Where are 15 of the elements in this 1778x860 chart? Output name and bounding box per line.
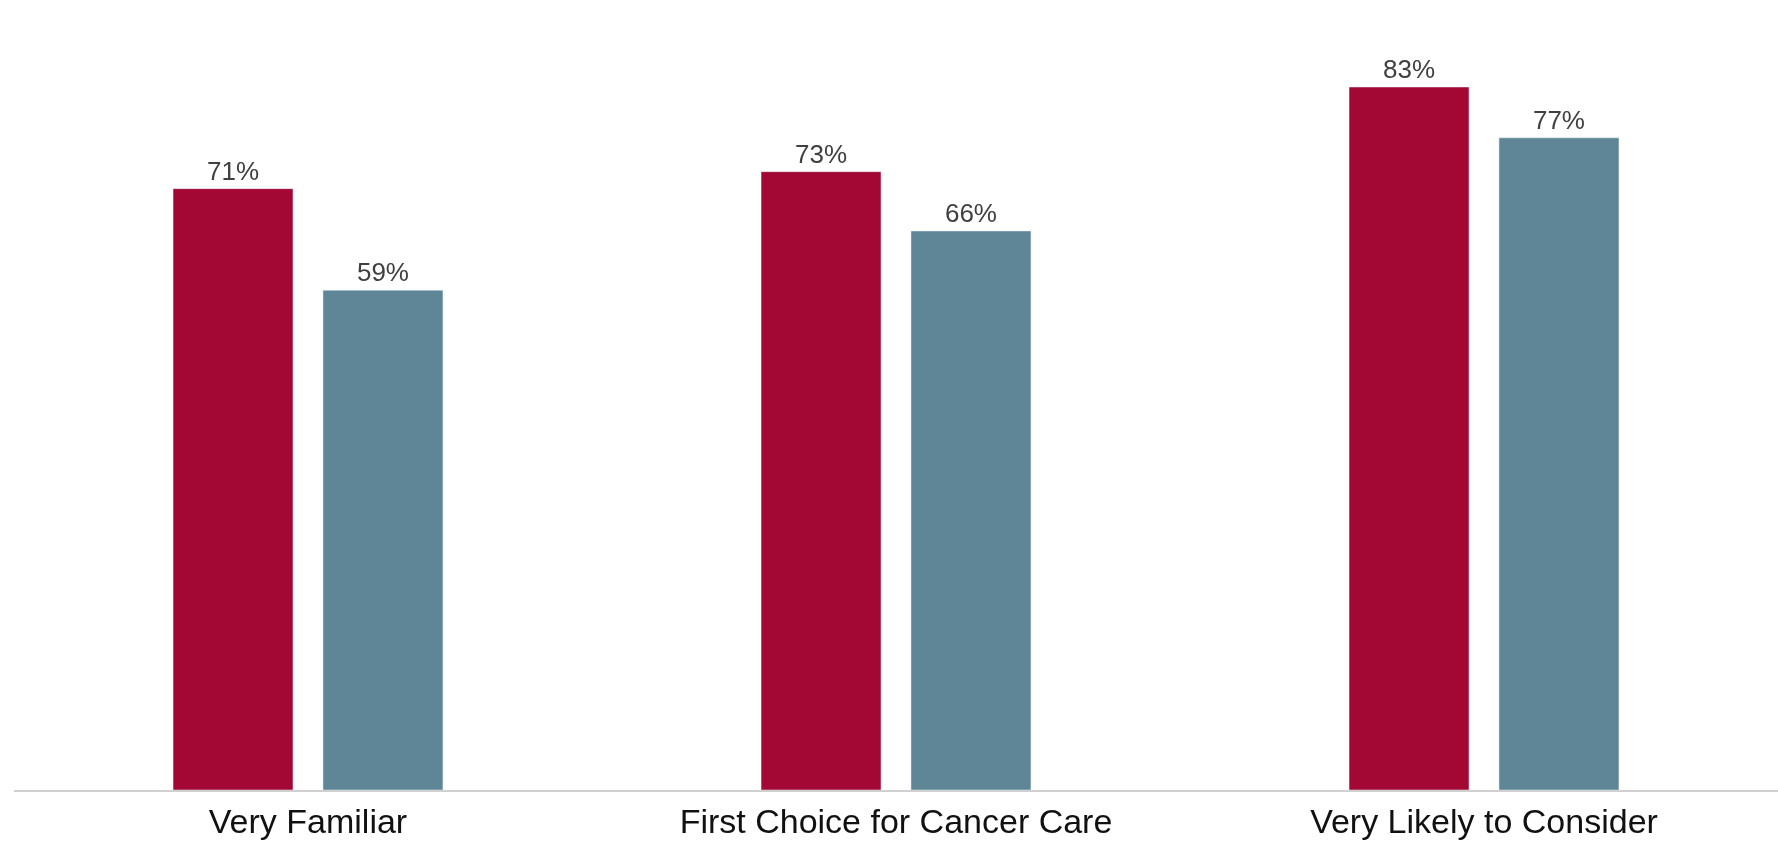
bar bbox=[1348, 86, 1470, 790]
data-label: 83% bbox=[1383, 54, 1436, 84]
data-label: 59% bbox=[356, 257, 409, 288]
bar bbox=[322, 290, 444, 790]
bar bbox=[1498, 137, 1620, 790]
x-tick-label: First Choice for Cancer Care bbox=[679, 801, 1113, 840]
x-tick-label: Very Familiar bbox=[208, 801, 408, 840]
bar bbox=[760, 171, 882, 790]
data-label: 73% bbox=[795, 138, 848, 169]
bar bbox=[172, 188, 294, 790]
data-label: 71% bbox=[207, 155, 260, 186]
bar bbox=[910, 230, 1032, 790]
data-label: 77% bbox=[1532, 104, 1585, 135]
data-label: 66% bbox=[944, 197, 997, 228]
x-tick-label: Very Likely to Consider bbox=[1310, 801, 1658, 840]
